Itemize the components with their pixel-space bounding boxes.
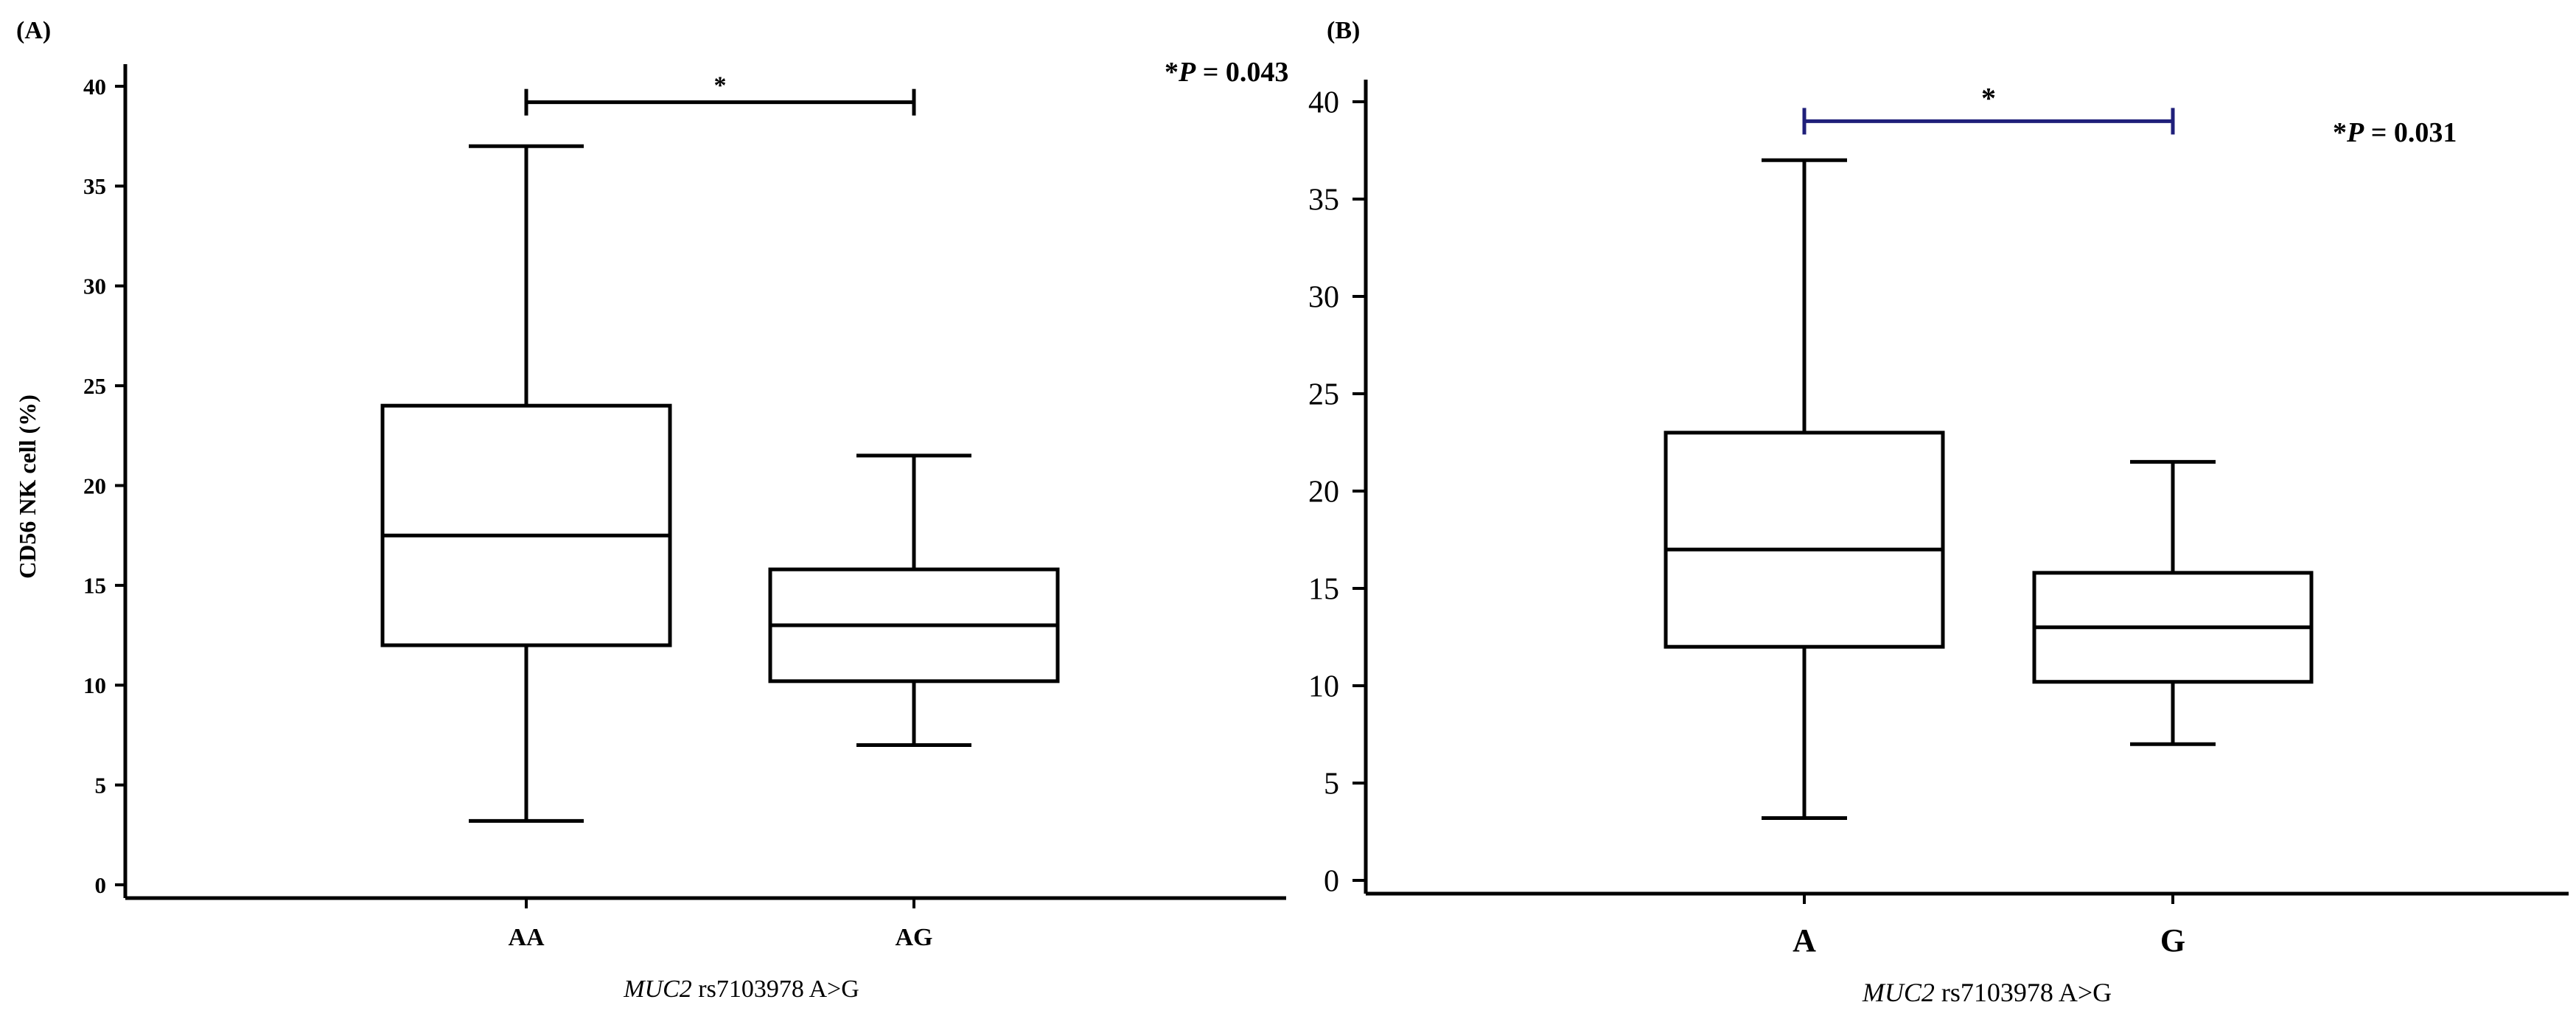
box-a	[1664, 158, 1945, 821]
box-ag	[768, 453, 1060, 747]
p-value-annotation: *P = 0.031	[2333, 117, 2457, 148]
x-tick-label: A	[1793, 922, 1816, 959]
panel-label: (A)	[16, 17, 51, 44]
x-tick-label: G	[2160, 922, 2185, 959]
y-axis-label: CD56 NK cell (%)	[14, 394, 41, 579]
y-tick-label: 15	[83, 573, 106, 599]
x-tick-label: AA	[508, 924, 545, 951]
y-tick-label: 15	[1308, 573, 1339, 607]
y-tick-label: 10	[83, 672, 106, 698]
box-aa	[380, 144, 672, 823]
y-tick-label: 25	[1308, 378, 1339, 412]
y-tick-label: 30	[83, 274, 106, 299]
p-value-annotation: *P = 0.043	[1165, 57, 1288, 88]
box-g	[2032, 459, 2314, 746]
y-tick-label: 0	[95, 872, 107, 898]
y-tick-label: 10	[1308, 670, 1339, 704]
y-tick-label: 0	[1324, 865, 1339, 899]
y-tick-label: 5	[95, 772, 107, 798]
y-tick-label: 30	[1308, 281, 1339, 315]
y-tick-label: 35	[1308, 184, 1339, 218]
panel-b: (B) *P = 0.031 MUC2 rs7103978 A>G 0 5 10 15…	[1308, 17, 2569, 1007]
significance-star: *	[1981, 81, 1996, 114]
panel-label: (B)	[1327, 17, 1360, 44]
y-tick-label: 20	[83, 473, 106, 498]
y-tick-label: 20	[1308, 476, 1339, 509]
x-tick-label: AG	[896, 924, 933, 951]
x-axis-label: MUC2 rs7103978 A>G	[623, 975, 859, 1003]
x-axis-label: MUC2 rs7103978 A>G	[1862, 978, 2112, 1007]
y-tick-label: 40	[1308, 86, 1339, 120]
significance-star: *	[714, 72, 727, 100]
y-tick-label: 25	[83, 373, 106, 399]
y-tick-label: 35	[83, 173, 106, 199]
iqr-box	[380, 403, 672, 647]
panel-a: (A) CD56 NK cell (%) *P = 0.043 MUC2 rs7…	[14, 17, 1288, 1003]
y-tick-label: 40	[83, 74, 106, 100]
y-tick-label: 5	[1324, 768, 1339, 801]
iqr-box	[1664, 431, 1945, 649]
